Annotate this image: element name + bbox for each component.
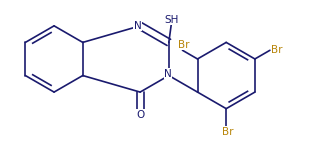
Text: Br: Br <box>178 40 190 50</box>
Text: N: N <box>164 69 172 79</box>
Text: Br: Br <box>271 44 283 55</box>
Text: O: O <box>136 110 144 120</box>
Text: Br: Br <box>222 126 233 137</box>
Text: SH: SH <box>165 15 179 24</box>
Text: N: N <box>134 21 142 31</box>
